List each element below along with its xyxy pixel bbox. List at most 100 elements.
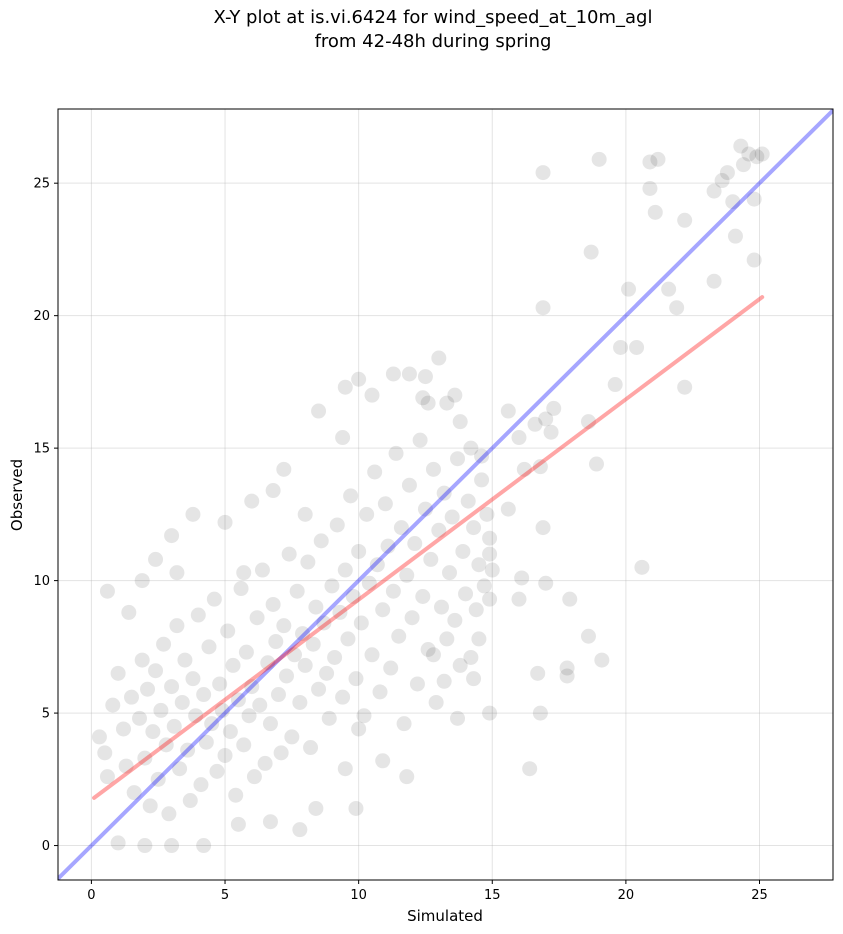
data-point xyxy=(244,679,260,695)
data-point xyxy=(148,663,164,679)
data-point xyxy=(118,758,134,774)
data-point xyxy=(297,657,313,673)
data-point xyxy=(476,578,492,594)
x-tick-label: 10 xyxy=(350,888,367,903)
data-point xyxy=(311,681,327,697)
data-point xyxy=(543,424,559,440)
data-point xyxy=(535,165,551,181)
data-point xyxy=(270,687,286,703)
data-point xyxy=(425,461,441,477)
data-point xyxy=(300,554,316,570)
data-point xyxy=(110,665,126,681)
data-point xyxy=(287,647,303,663)
data-point xyxy=(559,660,575,676)
data-point xyxy=(337,379,353,395)
data-point xyxy=(148,551,164,567)
data-point xyxy=(161,806,177,822)
data-point xyxy=(185,671,201,687)
data-point xyxy=(583,244,599,260)
data-point xyxy=(511,591,527,607)
data-point xyxy=(305,636,321,652)
data-point xyxy=(401,477,417,493)
data-point xyxy=(706,273,722,289)
data-point xyxy=(220,623,236,639)
data-point xyxy=(458,586,474,602)
data-point xyxy=(180,742,196,758)
data-point xyxy=(450,451,466,467)
data-point xyxy=(588,456,604,472)
data-point xyxy=(482,546,498,562)
data-point xyxy=(233,581,249,597)
x-tick-label: 5 xyxy=(221,888,229,903)
data-point xyxy=(278,668,294,684)
data-point xyxy=(145,724,161,740)
data-point xyxy=(460,493,476,509)
data-point xyxy=(140,681,156,697)
data-point xyxy=(137,750,153,766)
data-point xyxy=(535,520,551,536)
data-point xyxy=(262,814,278,830)
data-point xyxy=(190,607,206,623)
data-point xyxy=(474,448,490,464)
data-point xyxy=(217,747,233,763)
data-point xyxy=(391,628,407,644)
data-point xyxy=(260,655,276,671)
data-point xyxy=(415,390,431,406)
data-point xyxy=(404,610,420,626)
data-point xyxy=(364,387,380,403)
identity-line xyxy=(58,109,833,880)
data-point xyxy=(123,689,139,705)
data-point xyxy=(393,520,409,536)
data-point xyxy=(439,631,455,647)
data-point xyxy=(482,530,498,546)
data-point xyxy=(121,604,137,620)
data-point xyxy=(166,718,182,734)
data-point xyxy=(650,151,666,167)
data-point xyxy=(661,281,677,297)
data-point xyxy=(468,602,484,618)
data-point xyxy=(380,538,396,554)
data-point xyxy=(313,533,329,549)
data-point xyxy=(273,745,289,761)
data-point xyxy=(246,769,262,785)
data-point xyxy=(442,565,458,581)
data-point xyxy=(746,252,762,268)
data-point xyxy=(436,673,452,689)
data-point xyxy=(433,599,449,615)
data-point xyxy=(204,716,220,732)
data-point xyxy=(420,641,436,657)
data-point xyxy=(340,631,356,647)
y-tick-label: 15 xyxy=(33,442,50,457)
data-point xyxy=(409,676,425,692)
data-point xyxy=(733,138,749,154)
data-point xyxy=(444,509,460,525)
data-point xyxy=(471,631,487,647)
data-point xyxy=(169,565,185,581)
data-point xyxy=(452,414,468,430)
data-point xyxy=(265,596,281,612)
data-point xyxy=(292,822,308,838)
data-point xyxy=(236,565,252,581)
data-point xyxy=(276,461,292,477)
data-point xyxy=(580,628,596,644)
data-point xyxy=(222,724,238,740)
data-point xyxy=(321,710,337,726)
data-point xyxy=(399,769,415,785)
data-point xyxy=(746,191,762,207)
data-point xyxy=(319,665,335,681)
chart-title: X-Y plot at is.vi.6424 for wind_speed_at… xyxy=(213,7,653,52)
data-point xyxy=(217,514,233,530)
data-point xyxy=(265,483,281,499)
data-point xyxy=(479,506,495,522)
data-point xyxy=(153,702,169,718)
data-point xyxy=(206,591,222,607)
data-point xyxy=(345,589,361,605)
data-point xyxy=(91,729,107,745)
data-point xyxy=(238,644,254,660)
data-point xyxy=(134,573,150,589)
data-point xyxy=(677,379,693,395)
data-point xyxy=(706,183,722,199)
data-point xyxy=(156,636,172,652)
data-point xyxy=(332,604,348,620)
data-point xyxy=(407,536,423,552)
